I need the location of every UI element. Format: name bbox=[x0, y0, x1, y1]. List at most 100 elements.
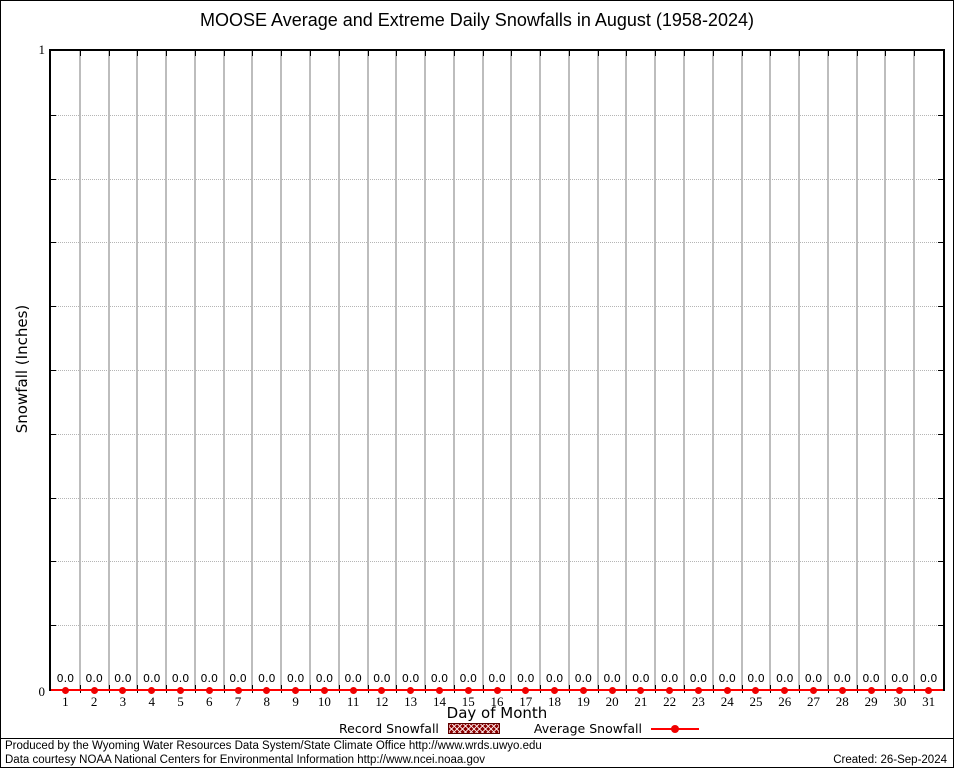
horizontal-gridline bbox=[51, 242, 943, 244]
data-point-marker bbox=[551, 687, 559, 694]
x-tick-label: 25 bbox=[749, 694, 763, 709]
value-label: 0.0 bbox=[488, 672, 506, 685]
legend-average-marker-icon bbox=[670, 724, 679, 733]
x-axis-top-tick bbox=[511, 51, 513, 56]
x-axis-top-tick bbox=[367, 51, 369, 56]
vertical-gridline bbox=[855, 51, 858, 689]
x-axis-top-tick bbox=[79, 51, 81, 56]
horizontal-gridline bbox=[51, 497, 943, 499]
data-point-marker bbox=[666, 687, 674, 694]
value-label: 0.0 bbox=[229, 672, 247, 685]
footer: Produced by the Wyoming Water Resources … bbox=[1, 738, 953, 767]
x-tick-label: 19 bbox=[576, 694, 590, 709]
data-point-marker bbox=[752, 687, 760, 694]
x-tick-label: 1 bbox=[62, 694, 69, 709]
created-date: Created: 26-Sep-2024 bbox=[833, 754, 947, 766]
x-tick-label: 26 bbox=[778, 694, 792, 709]
x-axis-top-tick bbox=[914, 51, 916, 56]
x-tick-label: 7 bbox=[234, 694, 242, 709]
y-axis-minor-tick bbox=[51, 370, 56, 371]
x-axis-top-tick bbox=[281, 51, 283, 56]
x-tick-label: 2 bbox=[90, 694, 98, 709]
horizontal-gridline bbox=[51, 178, 943, 180]
x-tick-label: 28 bbox=[835, 694, 849, 709]
horizontal-gridline bbox=[51, 433, 943, 435]
data-point-marker bbox=[694, 687, 702, 694]
horizontal-gridline bbox=[51, 306, 943, 308]
value-label: 0.0 bbox=[344, 672, 362, 685]
x-axis-label: Day of Month bbox=[446, 704, 548, 722]
vertical-gridline bbox=[308, 51, 311, 689]
legend-record-swatch bbox=[447, 723, 500, 734]
value-label: 0.0 bbox=[56, 672, 75, 685]
x-tick-label: 12 bbox=[375, 694, 389, 709]
vertical-gridline bbox=[366, 51, 369, 689]
data-point-marker bbox=[838, 687, 846, 694]
vertical-gridline bbox=[107, 51, 110, 689]
chart-title: MOOSE Average and Extreme Daily Snowfall… bbox=[200, 10, 754, 30]
x-axis-top-tick bbox=[799, 51, 801, 56]
data-point-marker bbox=[90, 687, 98, 694]
value-label: 0.0 bbox=[574, 672, 593, 685]
y-axis-minor-tick bbox=[51, 497, 56, 499]
y-axis-minor-tick bbox=[938, 114, 943, 116]
y-axis-label: Snowfall (Inches) bbox=[13, 304, 31, 434]
footer-attribution-noaa: Data courtesy NOAA National Centers for … bbox=[5, 754, 486, 766]
x-axis-top-tick bbox=[597, 51, 599, 56]
y-axis-minor-tick bbox=[938, 625, 943, 627]
data-point-marker bbox=[378, 687, 386, 694]
x-axis-top-tick bbox=[626, 51, 628, 56]
x-tick-label: 5 bbox=[177, 694, 184, 709]
data-point-marker bbox=[781, 687, 789, 694]
vertical-gridline bbox=[280, 51, 283, 689]
value-label: 0.0 bbox=[286, 672, 305, 685]
y-axis-minor-tick bbox=[938, 306, 943, 308]
y-axis-minor-tick bbox=[51, 625, 56, 627]
data-point-marker bbox=[867, 687, 875, 694]
data-point-marker bbox=[61, 687, 69, 694]
value-label: 0.0 bbox=[114, 672, 132, 685]
value-label: 0.0 bbox=[142, 672, 161, 685]
value-label: 0.0 bbox=[632, 672, 650, 685]
data-point-marker bbox=[407, 687, 415, 694]
value-label: 0.0 bbox=[200, 672, 219, 685]
value-label: 0.0 bbox=[373, 672, 391, 685]
x-axis-top-tick bbox=[166, 51, 168, 56]
vertical-gridline bbox=[395, 51, 398, 689]
data-point-marker bbox=[349, 687, 357, 694]
legend-record-label: Record Snowfall bbox=[339, 721, 439, 736]
data-point-marker bbox=[320, 687, 328, 694]
x-tick-label: 6 bbox=[206, 694, 213, 709]
x-axis-top-tick bbox=[712, 51, 714, 56]
value-label: 0.0 bbox=[660, 672, 679, 685]
value-label: 0.0 bbox=[891, 672, 909, 685]
vertical-gridline bbox=[481, 51, 484, 689]
value-label: 0.0 bbox=[459, 672, 477, 685]
x-axis-top-tick bbox=[885, 51, 887, 56]
data-point-marker bbox=[205, 687, 213, 694]
x-axis-top-tick bbox=[684, 51, 686, 56]
x-axis-top-tick bbox=[108, 51, 110, 56]
y-axis-minor-tick bbox=[51, 114, 56, 116]
x-axis-top-tick bbox=[194, 51, 196, 56]
x-axis-top-tick bbox=[338, 51, 340, 56]
value-label: 0.0 bbox=[171, 672, 190, 685]
x-axis-top-tick bbox=[482, 51, 484, 56]
x-tick-label: 17 bbox=[519, 694, 533, 709]
data-point-marker bbox=[522, 687, 530, 694]
vertical-gridline bbox=[510, 51, 513, 689]
value-label: 0.0 bbox=[315, 672, 334, 685]
value-label: 0.0 bbox=[862, 672, 880, 685]
x-axis-top-tick bbox=[741, 51, 743, 56]
x-tick-label: 18 bbox=[548, 694, 562, 709]
vertical-gridline bbox=[740, 51, 743, 689]
data-point-marker bbox=[292, 687, 300, 694]
x-axis-top-tick bbox=[568, 51, 570, 56]
data-point-marker bbox=[637, 687, 645, 694]
y-axis-minor-tick bbox=[51, 242, 56, 244]
x-tick-label: 21 bbox=[634, 694, 648, 709]
x-tick-label: 20 bbox=[605, 694, 619, 709]
vertical-gridline bbox=[78, 51, 81, 689]
vertical-gridline bbox=[798, 51, 801, 689]
vertical-gridline bbox=[683, 51, 686, 689]
